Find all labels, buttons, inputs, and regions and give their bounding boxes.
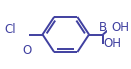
Text: O: O <box>22 44 32 57</box>
Text: B: B <box>99 21 107 34</box>
Text: OH: OH <box>111 21 129 34</box>
Text: OH: OH <box>103 37 121 50</box>
Text: Cl: Cl <box>5 23 16 36</box>
